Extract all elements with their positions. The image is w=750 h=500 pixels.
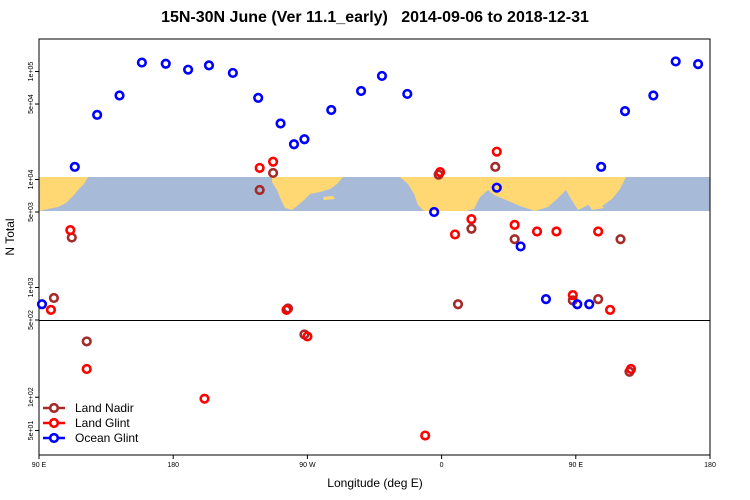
land-africa-west — [400, 177, 488, 211]
x-tick-label: 90 W — [299, 462, 316, 469]
y-tick-label: 5e+01 — [28, 421, 35, 441]
ocean-glint-point — [326, 104, 337, 116]
land-south-asia — [562, 177, 626, 210]
land-glint-point — [254, 162, 265, 174]
ocean-glint-point — [596, 161, 607, 172]
ocean-glint-point — [491, 182, 502, 193]
ocean-glint-point — [160, 58, 171, 69]
land-glint-point — [45, 304, 57, 316]
ocean-glint-point — [429, 206, 440, 218]
land-nadir-point — [466, 223, 477, 234]
world-map-strip — [39, 177, 710, 211]
land-nadir-point — [509, 234, 520, 245]
y-tick-label: 1e+05 — [28, 62, 35, 82]
land-glint-point — [551, 226, 562, 237]
ocean-glint-point — [36, 299, 48, 310]
ocean-glint-point — [203, 60, 215, 71]
ocean-glint-point — [92, 109, 103, 120]
ocean-glint-point — [540, 294, 552, 305]
land-north-america — [272, 177, 343, 210]
ocean-glint-point — [69, 161, 80, 172]
y-tick-label: 1e+04 — [28, 170, 35, 190]
ocean-glint-point — [402, 88, 413, 100]
x-axis-label: Longitude (deg E) — [327, 476, 423, 490]
land-nadir-point — [593, 294, 604, 305]
land-glint-point — [65, 224, 76, 236]
plot-border — [38, 38, 711, 456]
land-caribbean-islands — [323, 196, 335, 200]
land-arabia-asia — [487, 177, 566, 211]
land-nadir-point — [81, 336, 92, 347]
chart-title: 15N-30N June (Ver 11.1_early) 2014-09-06… — [161, 9, 589, 26]
x-axis: 90 E 180 90 W 0 90 E 180 — [32, 455, 716, 469]
ocean-glint-point — [584, 299, 595, 310]
land-glint-point — [604, 304, 616, 316]
land-nadir-point — [254, 184, 265, 196]
land-glint-point — [531, 226, 543, 237]
land-glint-point — [81, 363, 92, 375]
legend-marker-land-glint — [48, 417, 60, 429]
land-glint-point — [491, 146, 502, 157]
land-nadir-point — [48, 292, 60, 304]
land-glint-point — [302, 331, 313, 342]
land-glint-point — [281, 304, 292, 316]
ocean-glint-point — [692, 59, 704, 70]
land-glint-point — [625, 363, 637, 375]
y-tick-label: 5e+03 — [28, 202, 35, 222]
ocean-glint-point — [299, 134, 310, 145]
land-asia-east — [39, 177, 88, 211]
ocean-glint-point — [572, 299, 583, 310]
ocean-glint-point — [355, 85, 367, 97]
x-tick-label: 90 E — [569, 462, 584, 469]
x-tick-label: 90 E — [32, 462, 47, 469]
ocean-glint-point — [288, 139, 300, 150]
land-nadir-point — [452, 299, 464, 310]
y-tick-label: 1e+02 — [28, 387, 35, 407]
land-nadir-point — [615, 234, 626, 245]
ocean-glint-point — [619, 105, 631, 117]
ocean-glint-point — [275, 118, 286, 129]
plot-background — [39, 39, 710, 455]
y-tick-label: 5e+04 — [28, 94, 35, 114]
x-tick-label: 0 — [440, 462, 444, 469]
ocean-glint-point — [183, 64, 194, 75]
land-nadir-point — [268, 167, 279, 179]
land-glint-point — [509, 219, 520, 230]
land-glint-point — [449, 229, 461, 240]
land-glint-point — [420, 430, 431, 441]
legend-marker-land-nadir — [48, 402, 60, 414]
land-indonesia — [588, 202, 604, 210]
data-points — [36, 56, 704, 441]
legend-marker-ocean-glint — [48, 432, 60, 444]
y-tick-label: 1e+03 — [28, 278, 35, 298]
ocean-glint-point — [670, 56, 681, 67]
y-axis: 1e+05 5e+04 1e+04 5e+03 1e+03 5e+02 1e+02 5e+01 — [28, 62, 39, 441]
legend-label-land-glint: Land Glint — [75, 416, 130, 430]
ocean-glint-point — [648, 90, 659, 101]
land-glint-point — [466, 213, 477, 225]
ocean-glint-point — [253, 92, 264, 103]
land-nadir-point — [490, 161, 501, 172]
land-glint-point — [567, 290, 578, 301]
ocean-glint-point — [227, 67, 238, 79]
land-glint-point — [593, 226, 604, 237]
ocean-glint-point — [515, 241, 526, 252]
ocean-glint-point — [376, 70, 388, 82]
x-tick-label: 180 — [167, 462, 179, 469]
land-glint-point — [435, 167, 446, 178]
land-glint-point — [268, 156, 279, 167]
legend-label-land-nadir: Land Nadir — [75, 401, 134, 415]
ocean-glint-point — [136, 57, 147, 68]
land-glint-point — [199, 393, 210, 404]
legend-label-ocean-glint: Ocean Glint — [75, 431, 139, 445]
ocean-glint-point — [114, 90, 125, 101]
y-tick-label: 5e+02 — [28, 310, 35, 330]
x-tick-label: 180 — [704, 462, 716, 469]
